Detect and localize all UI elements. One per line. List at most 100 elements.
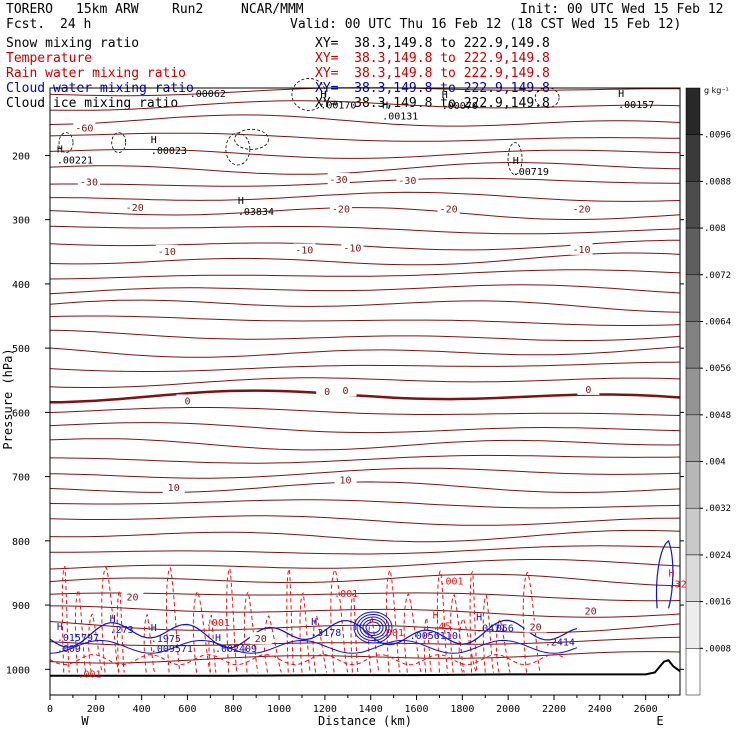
rain-contour [312,616,328,673]
extremum-value-6: .00157 [618,100,654,111]
extremum-marker-22: H [669,569,675,580]
cloud-ice-contour [58,132,74,153]
cloud-ice-contour [234,128,270,150]
isotherm [49,87,681,97]
extremum-value-8: .00062 [190,89,226,100]
extremum-value-3: .00170 [320,100,356,111]
extremum-value-1: .00023 [151,146,187,157]
isotherm [49,361,681,372]
extremum-value-9: .015797 [57,633,99,644]
extremum-value-15: .3178 [311,628,341,639]
colorbar-swatch-12 [685,648,701,696]
contour-labels: -60 -30 -30 -30 -20 -20 -20 -20 -10 -10 -10 -10 0 0 0 0… [73,121,602,645]
temp-label-bg [334,384,357,397]
temp-label-bg [327,172,350,185]
x-tick-label-1400: 1400 [359,704,383,715]
extremum-marker-5: H [442,90,448,101]
rain-contour-base [49,653,566,666]
x-tick-label-1600: 1600 [404,704,428,715]
extremum-marker-11: H [110,614,116,625]
isotherm [49,346,681,358]
isotherm [49,499,681,509]
extremum-marker-1: H [151,135,157,146]
colorbar-label-9: .0024 [704,551,731,561]
plot-frame [49,87,681,696]
temp-label-bg [121,590,144,603]
temp-label-bg [396,174,419,187]
isotherm [49,162,681,175]
x-axis-title: Distance (km) [318,714,412,728]
x-tick-label-600: 600 [178,704,196,715]
cloud-water-core [356,614,390,642]
extremum-value-10: .009 [57,644,81,655]
isotherm [49,207,681,220]
rain-contour [436,570,449,673]
temp-label-18: 20 [126,592,138,603]
axes: 0 200 400 600 800 1000 1200 1400 1600 1800 2000 220… [6,151,684,715]
temp-label-bg [524,620,547,633]
rain-contour [61,566,70,673]
extremum-value-26: .001 [77,670,101,681]
rain-contour [263,615,282,673]
rain-contour [286,568,295,673]
temp-label-1: -30 [80,177,98,188]
extremum-marker-0: H [57,145,63,156]
temp-label-6: -20 [440,204,458,215]
y-tick-label-200: 200 [12,151,30,162]
temp-label-bg [123,201,146,214]
extremum-value-19: .0471 [476,623,506,634]
temp-label-14: 0 [343,386,349,397]
extremum-value-23: .001 [334,589,358,600]
isotherm [50,454,681,464]
extremum-value-13: .009571 [151,644,193,655]
colorbar-label-2: .008 [704,224,726,234]
temp-label-bg [577,382,600,395]
rain-contour [74,589,87,673]
extremum-value-20: .056 [490,623,514,634]
cloud-ice-contours [58,78,560,176]
extremum-value-14: .002409 [215,644,257,655]
terrain-surface [50,659,681,677]
x-tick-label-800: 800 [224,704,242,715]
temp-label-16: 10 [168,483,180,494]
rain-contour [350,593,359,673]
extremum-value-24: .001 [439,576,463,587]
cloud-water-core [365,621,381,634]
colorbar-swatch-3 [685,227,701,276]
temp-label-2: -30 [330,175,348,186]
extremum-marker-9: H [57,622,63,633]
colorbar-label-0: .0096 [704,131,731,141]
isotherm [49,636,681,647]
temp-label-bg [570,202,593,215]
isotherm [49,515,681,526]
extremum-marker-14: H [215,633,221,644]
extremum-value-18: .45 [433,621,451,632]
colorbar-label-3: .0072 [704,271,731,281]
isotherm [49,529,681,543]
temp-label-bg [316,384,339,397]
isotherm [49,389,681,404]
rain-contour [403,593,422,673]
header-run: Run2 [172,2,204,17]
header-org: NCAR/MMM [241,2,304,17]
x-end-label-west: W [81,714,89,728]
extremum-value-0: .00221 [57,156,93,167]
isotherm [49,377,681,388]
extremum-value-22: .3267 [669,580,699,591]
temp-label-bg [570,242,593,255]
field-name-cloud-ice: Cloud ice mixing ratio [6,96,179,111]
temp-label-20: 20 [530,623,542,634]
colorbar-swatch-4 [685,274,701,322]
isotherm [49,329,681,342]
x-tick-label-400: 400 [133,704,151,715]
x-tick-label-1200: 1200 [313,704,337,715]
rain-contour [469,571,478,673]
colorbar-swatch-6 [685,367,701,416]
y-tick-label-600: 600 [12,408,30,419]
cloud-water-core [353,611,393,644]
temp-label-bg [176,394,199,407]
extremum-value-12: .1975 [151,634,181,645]
colorbar-swatch-8 [685,461,701,509]
temp-label-7: -20 [572,204,590,215]
